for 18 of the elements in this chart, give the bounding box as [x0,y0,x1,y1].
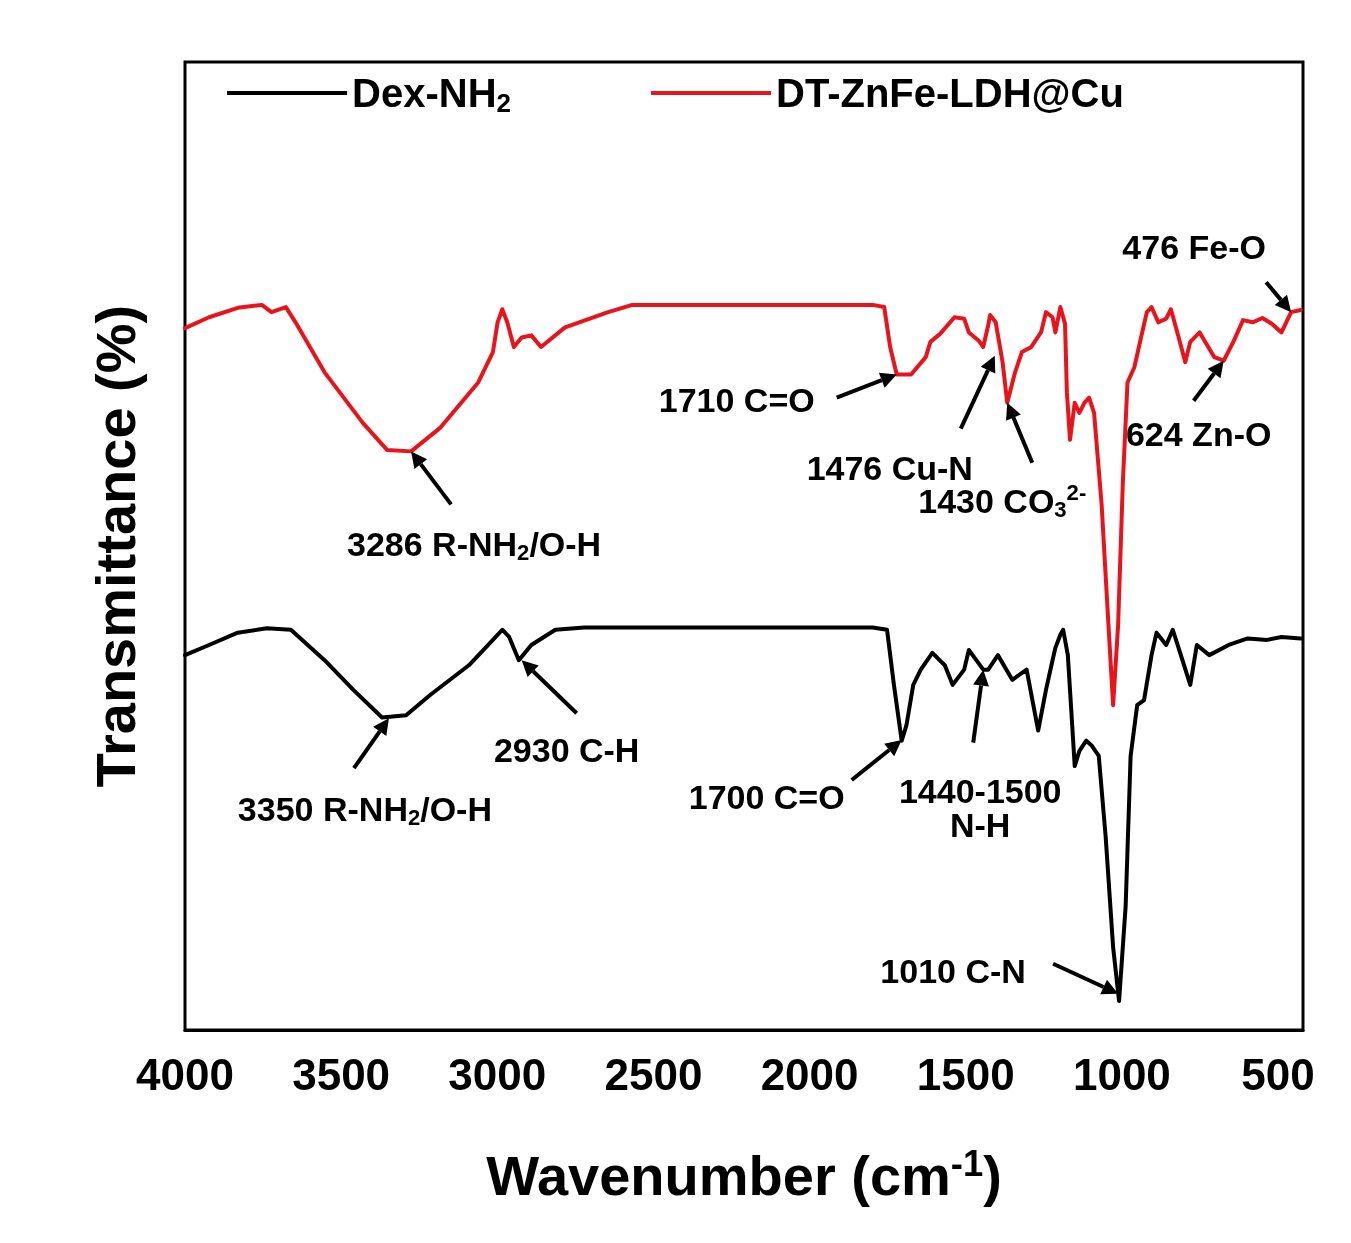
y-axis-title: Transmittance (%) [83,304,147,788]
x-tick-label: 4000 [136,1049,234,1099]
annotation: 1476 Cu-N [806,448,973,487]
x-tick-label: 1000 [1072,1049,1171,1099]
x-tick-label: 2000 [760,1049,859,1099]
annotation: 1710 C=O [658,380,815,419]
annotation: 2930 C-H [493,731,640,770]
x-tick-label: 1500 [916,1049,1015,1099]
annotation: 1010 C-N [880,951,1026,990]
annotation: 476 Fe-O [1122,228,1266,267]
annotation: 624 Zn-O [1125,414,1272,453]
annotation: 1440-1500 N-H [898,771,1062,844]
annotation: 1700 C=O [688,777,845,816]
x-tick-label: 3500 [292,1049,391,1099]
x-tick-label: 500 [1241,1049,1315,1099]
x-tick-label: 2500 [604,1049,703,1099]
legend-label: DT-ZnFe-LDH@Cu [776,71,1124,115]
x-tick-label: 3000 [448,1049,547,1099]
